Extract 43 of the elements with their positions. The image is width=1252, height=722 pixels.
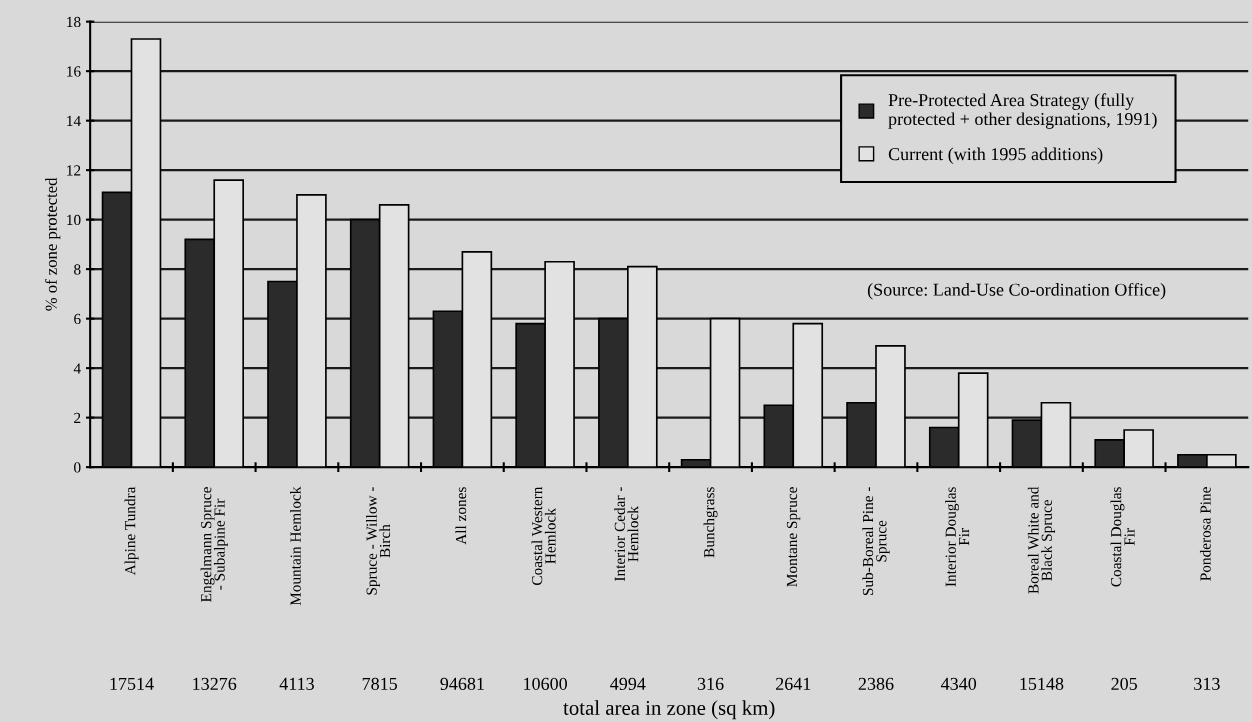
x-tick-label: Ponderosa Pine	[1199, 487, 1211, 581]
x-tick-label: Interior Cedar - Hemlock	[614, 487, 639, 582]
y-tick-label: 4	[73, 363, 81, 374]
annotation: (Source: Land-Use Co-ordination Office)	[867, 282, 1166, 300]
legend-label: Pre-Protected Area Strategy (fully protected + other designations, 1991)	[888, 93, 1157, 129]
text: 10600	[524, 677, 567, 690]
x-tick-label: Boreal White and Black Spruce	[1027, 486, 1056, 594]
text: 316	[697, 677, 724, 690]
text: 13276	[193, 677, 237, 690]
x-tick-label: Interior Douglas Fir	[945, 487, 970, 587]
y-tick-label: 18	[67, 16, 81, 28]
text: 2386	[858, 677, 894, 690]
x-tick-label: Bunchgrass	[703, 487, 718, 558]
y-tick-label: 12	[67, 165, 81, 176]
text: 17514	[110, 677, 154, 690]
x-tick-label: Mountain Hemlock	[290, 486, 301, 606]
legend-label: Current (with 1995 additions)	[888, 147, 1103, 164]
x-axis-title: total area in zone (sq km)	[563, 700, 775, 720]
text: 94681	[440, 677, 484, 690]
text: 4340	[941, 677, 977, 690]
text: 205	[1111, 677, 1137, 690]
x-tick-label: All zones	[455, 487, 467, 545]
x-tick-label: Alpine Tundra	[124, 486, 139, 576]
y-tick-label: 16	[67, 66, 81, 77]
text: 4994	[610, 677, 646, 690]
text: 4113	[279, 677, 314, 690]
y-tick-label: 10	[67, 214, 81, 226]
y-tick-label: 14	[67, 115, 81, 126]
x-tick-label: Sub-Boreal Pine - Spruce	[862, 487, 890, 596]
y-tick-label: 0	[74, 462, 81, 473]
y-tick-label: 6	[74, 313, 81, 325]
x-tick-label: Montane Spruce	[786, 487, 801, 587]
x-tick-label: Spruce - Willow - Birch	[366, 487, 391, 595]
text: 2641	[776, 677, 811, 690]
x-tick-label: Engelmann Spruce - Subalpine Fir	[200, 487, 228, 602]
y-tick-label: 2	[74, 412, 81, 423]
text: 313	[1194, 677, 1220, 690]
y-tick-label: 8	[74, 264, 81, 275]
y-axis-title: % of zone protected	[45, 177, 61, 311]
text: 15148	[1020, 677, 1064, 690]
x-tick-label: Coastal Western Hemlock	[531, 486, 556, 586]
text: 7815	[362, 677, 398, 690]
x-tick-label: Coastal Douglas Fir	[1110, 487, 1135, 587]
